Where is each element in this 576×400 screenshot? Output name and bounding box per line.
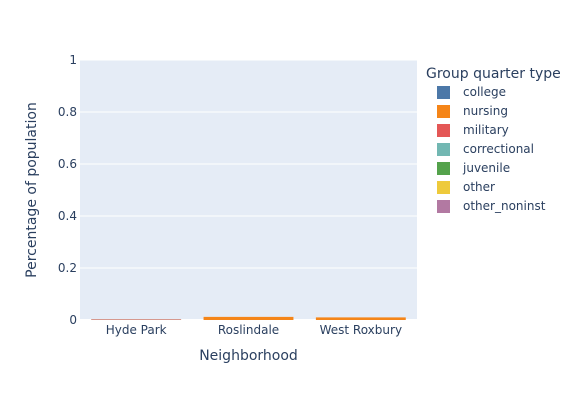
- bar-nursing: [315, 317, 406, 320]
- legend-swatch-college: [437, 86, 450, 99]
- legend: college nursing military correctional juveni…: [437, 85, 546, 213]
- bars: [91, 316, 406, 320]
- x-axis-title: Neighborhood: [199, 348, 298, 364]
- bar-nursing: [91, 319, 182, 320]
- legend-title: Group quarter type: [426, 66, 561, 82]
- legend-swatch-correctional: [437, 143, 450, 156]
- legend-label-military: military: [463, 123, 509, 137]
- legend-swatch-military: [437, 124, 450, 137]
- legend-label-other_noninst: other_noninst: [463, 199, 546, 213]
- y-tick-label: 0.4: [58, 209, 77, 223]
- legend-swatch-nursing: [437, 105, 450, 118]
- legend-label-nursing: nursing: [463, 104, 508, 118]
- y-tick-label: 0.6: [58, 157, 77, 171]
- legend-label-juvenile: juvenile: [462, 161, 510, 175]
- x-tick-label: Roslindale: [218, 323, 279, 337]
- x-tick-labels: Hyde Park Roslindale West Roxbury: [106, 323, 402, 337]
- y-tick-label: 0.8: [58, 105, 77, 119]
- y-tick-label: 1: [69, 53, 77, 67]
- bar-nursing: [203, 316, 294, 320]
- legend-label-college: college: [463, 85, 506, 99]
- plot-background: [80, 60, 417, 320]
- y-axis-title: Percentage of population: [24, 102, 40, 278]
- bar-other_noninst: [91, 319, 182, 320]
- x-tick-label: West Roxbury: [320, 323, 402, 337]
- legend-swatch-other: [437, 181, 450, 194]
- x-tick-label: Hyde Park: [106, 323, 167, 337]
- y-tick-label: 0: [69, 313, 77, 327]
- legend-swatch-juvenile: [437, 162, 450, 175]
- legend-label-correctional: correctional: [463, 142, 534, 156]
- y-tick-labels: 0 0.2 0.4 0.6 0.8 1: [58, 53, 77, 327]
- legend-swatch-other_noninst: [437, 200, 450, 213]
- y-tick-label: 0.2: [58, 261, 77, 275]
- legend-label-other: other: [463, 180, 495, 194]
